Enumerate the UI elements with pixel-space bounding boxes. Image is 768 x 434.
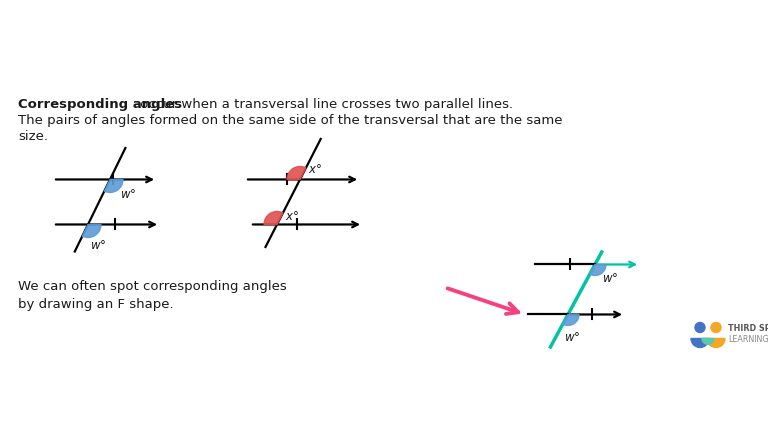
Text: $x°$: $x°$: [285, 210, 299, 223]
Text: $w°$: $w°$: [120, 188, 137, 201]
Text: occur when a transversal line crosses two parallel lines.: occur when a transversal line crosses tw…: [136, 98, 513, 111]
Text: LEARNING: LEARNING: [728, 334, 768, 343]
Text: The pairs of angles formed on the same side of the transversal that are the same: The pairs of angles formed on the same s…: [18, 114, 562, 127]
Wedge shape: [563, 315, 579, 326]
Text: $w°$: $w°$: [90, 239, 106, 252]
Text: Corresponding Angles: Corresponding Angles: [17, 33, 380, 60]
Wedge shape: [264, 212, 283, 225]
Circle shape: [711, 323, 721, 333]
Wedge shape: [707, 339, 725, 348]
Text: Corresponding angles: Corresponding angles: [18, 98, 182, 111]
Wedge shape: [82, 225, 101, 238]
Wedge shape: [702, 339, 714, 345]
Text: We can often spot corresponding angles: We can often spot corresponding angles: [18, 280, 286, 293]
Wedge shape: [104, 180, 123, 193]
Wedge shape: [691, 339, 709, 348]
Text: $w°$: $w°$: [564, 331, 581, 344]
Text: THIRD SPACE: THIRD SPACE: [728, 323, 768, 332]
Circle shape: [695, 323, 705, 333]
Text: by drawing an F shape.: by drawing an F shape.: [18, 298, 174, 311]
Text: $w°$: $w°$: [602, 272, 618, 285]
Text: size.: size.: [18, 130, 48, 143]
Wedge shape: [590, 265, 606, 276]
Wedge shape: [287, 167, 306, 180]
Text: $x°$: $x°$: [308, 163, 322, 176]
